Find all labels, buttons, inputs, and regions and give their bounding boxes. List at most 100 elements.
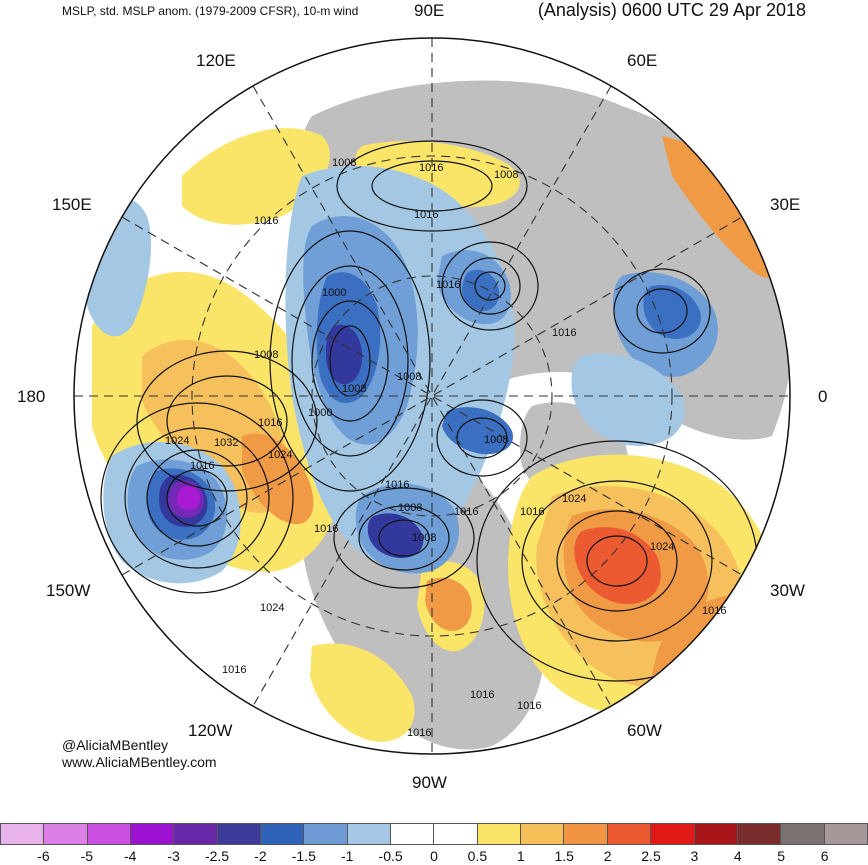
lon-label-150w: 150W bbox=[46, 581, 91, 600]
colorbar-swatch bbox=[434, 823, 478, 845]
colorbar-swatch bbox=[174, 823, 218, 845]
isobar-label: 1016 bbox=[419, 162, 443, 174]
colorbar-tick-label: 6 bbox=[820, 848, 829, 864]
colorbar-tick-label: -2 bbox=[254, 848, 267, 864]
isobar-label-layer: 1008 1016 1008 1016 1016 1000 1016 1016 … bbox=[165, 157, 726, 739]
anomaly-orange-nam bbox=[425, 577, 472, 631]
colorbar-swatch bbox=[347, 823, 392, 845]
isobar-label: 1008 bbox=[494, 169, 518, 181]
isobar-label: 1008 bbox=[342, 383, 366, 395]
credit-handle[interactable]: @AliciaMBentley bbox=[62, 737, 169, 753]
credit-block: @AliciaMBentley www.AliciaMBentley.com bbox=[62, 737, 217, 771]
lon-label-60w: 60W bbox=[627, 721, 662, 740]
isobar-label: 1000 bbox=[322, 287, 346, 299]
colorbar-swatch bbox=[737, 823, 782, 845]
colorbar-tick-label: -3 bbox=[167, 848, 180, 864]
colorbar-tick-label: -1.5 bbox=[291, 848, 316, 864]
colorbar-tick-label: -6 bbox=[37, 848, 50, 864]
isobar-label: 1024 bbox=[650, 541, 674, 553]
anomaly-lightblue-atlantic bbox=[571, 353, 685, 446]
colorbar-ticks: -6 -5 -4 -3 -2.5 -2 -1.5 -1 -0.5 0 0.5 1 1.5 2 2.5 3 4 5 6 bbox=[0, 848, 868, 865]
isobar-label: 1000 bbox=[308, 407, 332, 419]
isobar-label: 1016 bbox=[314, 523, 338, 535]
isobar-label: 1016 bbox=[520, 506, 544, 518]
lon-label-30e: 30E bbox=[770, 195, 801, 214]
isobar-label: 1016 bbox=[517, 700, 541, 712]
colorbar-swatch bbox=[0, 823, 45, 845]
map-boundary bbox=[73, 37, 791, 755]
anomaly-blue-hudson bbox=[442, 407, 513, 455]
anomaly-redorange-atlantic bbox=[574, 527, 661, 605]
colorbar-tick-label: 1 bbox=[516, 848, 525, 864]
colorbar-tick-label: 0.5 bbox=[467, 848, 488, 864]
lon-label-150e: 150E bbox=[52, 195, 92, 214]
colorbar-tick-label: -4 bbox=[123, 848, 137, 864]
lon-label-0: 0 bbox=[818, 387, 828, 406]
isobar-label: 1008 bbox=[254, 349, 278, 361]
isobar-label: 1008 bbox=[332, 157, 356, 169]
isobar-label: 1008 bbox=[484, 434, 508, 446]
isobar-label: 1008 bbox=[397, 371, 421, 383]
colorbar-tick-label: -1 bbox=[340, 848, 354, 864]
polar-map-svg: 1008 1016 1008 1016 1016 1000 1016 1016 … bbox=[73, 37, 791, 755]
isobar-label: 1016 bbox=[254, 215, 278, 227]
colorbar-tick-label: 2.5 bbox=[641, 848, 661, 864]
anomaly-colorbar bbox=[0, 823, 868, 845]
colorbar-swatch bbox=[44, 823, 88, 845]
colorbar-swatch bbox=[694, 823, 738, 845]
isobar-label: 1024 bbox=[260, 602, 284, 614]
isobar-label: 1024 bbox=[562, 493, 586, 505]
lon-label-120e: 120E bbox=[196, 51, 236, 70]
polar-map: 1008 1016 1008 1016 1016 1000 1016 1016 … bbox=[62, 26, 802, 766]
colorbar-swatch bbox=[391, 823, 435, 845]
colorbar-tick-label: 3 bbox=[690, 848, 699, 864]
isobar-label: 1016 bbox=[702, 605, 726, 617]
isobar-label: 1024 bbox=[268, 449, 292, 461]
isobar-label: 1024 bbox=[165, 435, 189, 447]
isobar-label: 1016 bbox=[436, 279, 460, 291]
colorbar-swatch bbox=[824, 823, 868, 845]
colorbar-swatch bbox=[131, 823, 175, 845]
lon-label-30w: 30W bbox=[770, 581, 805, 600]
colorbar-swatch bbox=[304, 823, 348, 845]
lon-label-120w: 120W bbox=[188, 721, 233, 740]
colorbar-tick-label: 0 bbox=[430, 848, 438, 864]
colorbar-swatch bbox=[477, 823, 522, 845]
anomaly-orange-europe bbox=[662, 136, 783, 278]
colorbar-tick-label: 4 bbox=[733, 848, 742, 864]
isobar-label: 1008 bbox=[398, 502, 422, 514]
credit-url[interactable]: www.AliciaMBentley.com bbox=[62, 754, 217, 770]
anomaly-magenta-low bbox=[176, 485, 200, 511]
isobar-label: 1016 bbox=[470, 689, 494, 701]
lon-label-90e: 90E bbox=[414, 1, 445, 20]
isobar-label: 1008 bbox=[412, 532, 436, 544]
isobar-label: 1032 bbox=[214, 437, 238, 449]
colorbar-swatch bbox=[564, 823, 608, 845]
colorbar-swatch bbox=[607, 823, 652, 845]
colorbar-tick-label: -5 bbox=[80, 848, 94, 864]
anomaly-blue-pole bbox=[462, 269, 500, 312]
isobar-label: 1016 bbox=[414, 209, 438, 221]
lon-label-90w: 90W bbox=[412, 773, 447, 792]
colorbar-tick-label: 1.5 bbox=[554, 848, 574, 864]
colorbar-swatch bbox=[87, 823, 132, 845]
graticule bbox=[74, 38, 790, 754]
anomaly-blue-east bbox=[643, 285, 701, 339]
colorbar-swatch bbox=[217, 823, 262, 845]
colorbar-swatch bbox=[521, 823, 565, 845]
colorbar-tick-label: 5 bbox=[777, 848, 786, 864]
map-subtitle: MSLP, std. MSLP anom. (1979-2009 CFSR), … bbox=[62, 4, 359, 18]
colorbar-tick-label: -2.5 bbox=[204, 848, 230, 864]
isobar-label: 1016 bbox=[407, 727, 431, 739]
isobar-label: 1016 bbox=[190, 460, 214, 472]
anomaly-yellow-southus bbox=[310, 643, 415, 742]
isobar-label: 1016 bbox=[222, 664, 246, 676]
colorbar-swatch bbox=[261, 823, 305, 845]
isobar-label: 1016 bbox=[552, 327, 576, 339]
colorbar-swatch bbox=[651, 823, 695, 845]
colorbar-swatch bbox=[781, 823, 825, 845]
isobar-label: 1016 bbox=[385, 479, 409, 491]
colorbar-tick-label: 2 bbox=[603, 848, 612, 864]
isobar-label: 1016 bbox=[258, 417, 282, 429]
